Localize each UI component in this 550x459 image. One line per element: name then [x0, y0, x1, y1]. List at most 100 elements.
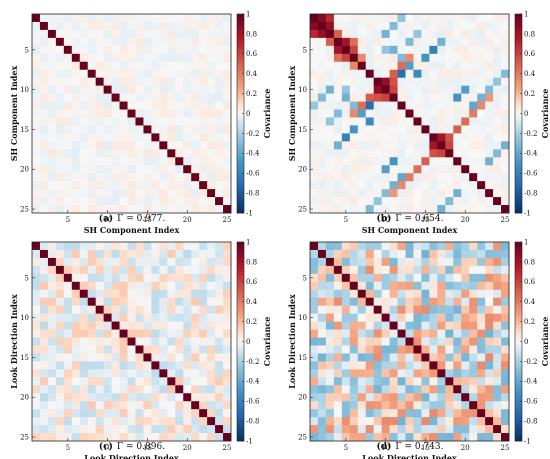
colorbar-segment — [237, 94, 244, 98]
heatmap-cell — [80, 266, 88, 274]
heatmap-cell — [421, 165, 429, 173]
heatmap-cell — [64, 62, 72, 70]
heatmap-cell — [342, 38, 350, 46]
heatmap-cell — [358, 157, 366, 165]
heatmap-cell — [382, 290, 390, 298]
heatmap-cell — [501, 258, 509, 266]
heatmap-cell — [191, 110, 199, 118]
heatmap-cell — [382, 149, 390, 157]
heatmap-cell — [437, 94, 445, 102]
heatmap-cell — [326, 78, 334, 86]
heatmap-cell — [151, 377, 159, 385]
heatmap-cell — [40, 258, 48, 266]
heatmap-cell — [437, 181, 445, 189]
heatmap-cell — [215, 149, 223, 157]
heatmap-cell — [183, 22, 191, 30]
heatmap-cell — [477, 433, 485, 441]
heatmap-cell — [310, 377, 318, 385]
heatmap-cell — [56, 14, 64, 22]
heatmap-cell — [413, 361, 421, 369]
heatmap-cell — [80, 338, 88, 346]
heatmap-cell — [56, 117, 64, 125]
heatmap-cell — [461, 189, 469, 197]
heatmap-cell — [48, 149, 56, 157]
heatmap-cell — [461, 242, 469, 250]
heatmap-cell — [104, 314, 112, 322]
colorbar-segment — [515, 14, 522, 18]
heatmap-cell — [501, 22, 509, 30]
heatmap-cell — [477, 330, 485, 338]
heatmap-cell — [207, 393, 215, 401]
heatmap-cell — [477, 345, 485, 353]
heatmap-cell — [159, 258, 167, 266]
y-tick-label: 20 — [298, 394, 307, 402]
heatmap-cell — [143, 22, 151, 30]
heatmap-cell — [406, 117, 414, 125]
heatmap-cell — [485, 425, 493, 433]
x-axis-label: SH Component Index — [362, 225, 458, 235]
heatmap-cell — [88, 250, 96, 258]
heatmap-cell — [358, 189, 366, 197]
heatmap-cell — [461, 46, 469, 54]
heatmap-cell — [382, 86, 390, 94]
heatmap-cell — [223, 425, 231, 433]
heatmap-cell — [183, 306, 191, 314]
heatmap-cell — [469, 157, 477, 165]
heatmap-cell — [493, 62, 501, 70]
heatmap-cell — [151, 86, 159, 94]
heatmap-cell — [501, 274, 509, 282]
colorbar-segment — [515, 100, 522, 104]
heatmap-cell — [390, 377, 398, 385]
x-tick-label: 5 — [66, 444, 70, 452]
colorbar-tick-label: 0.6 — [524, 50, 536, 58]
heatmap-cell — [143, 149, 151, 157]
heatmap-cell — [366, 393, 374, 401]
heatmap-cell — [112, 189, 120, 197]
heatmap-cell — [437, 62, 445, 70]
heatmap-cell — [56, 86, 64, 94]
heatmap-cell — [469, 165, 477, 173]
colorbar-segment — [515, 381, 522, 385]
heatmap-cell — [437, 70, 445, 78]
heatmap-cell — [493, 433, 501, 441]
heatmap-cell — [56, 78, 64, 86]
heatmap-cell — [342, 242, 350, 250]
heatmap-cell — [207, 38, 215, 46]
heatmap-cell — [413, 165, 421, 173]
heatmap-cell — [183, 338, 191, 346]
heatmap-cell — [358, 86, 366, 94]
heatmap-cell — [167, 165, 175, 173]
heatmap-cell — [358, 165, 366, 173]
heatmap-cell — [88, 345, 96, 353]
heatmap-cell — [421, 274, 429, 282]
heatmap-cell — [469, 306, 477, 314]
heatmap-cell — [215, 298, 223, 306]
heatmap-cell — [406, 46, 414, 54]
colorbar: 10.80.60.40.20-0.2-0.4-0.6-0.8-1Covarian… — [515, 10, 550, 217]
heatmap-cell — [183, 298, 191, 306]
heatmap-cell — [326, 173, 334, 181]
heatmap-cell — [469, 369, 477, 377]
caption-text: Γ = 0.896. — [117, 442, 165, 452]
heatmap-cell — [112, 377, 120, 385]
colorbar-segment — [237, 265, 244, 269]
heatmap-cell — [207, 306, 215, 314]
heatmap-cell — [445, 282, 453, 290]
heatmap-cell — [310, 298, 318, 306]
colorbar-segment — [237, 295, 244, 299]
heatmap-cell — [159, 117, 167, 125]
heatmap-cell — [104, 181, 112, 189]
heatmap-cell — [40, 409, 48, 417]
heatmap-cell — [366, 94, 374, 102]
heatmap-cell — [159, 133, 167, 141]
colorbar-segment — [237, 255, 244, 259]
heatmap-cell — [32, 377, 40, 385]
heatmap-cell — [112, 125, 120, 133]
colorbar-segment — [515, 97, 522, 101]
heatmap-cell — [310, 110, 318, 118]
heatmap-cell — [143, 14, 151, 22]
heatmap-cell — [72, 369, 80, 377]
heatmap-cell — [48, 401, 56, 409]
heatmap-cell — [398, 322, 406, 330]
heatmap-cell — [493, 38, 501, 46]
